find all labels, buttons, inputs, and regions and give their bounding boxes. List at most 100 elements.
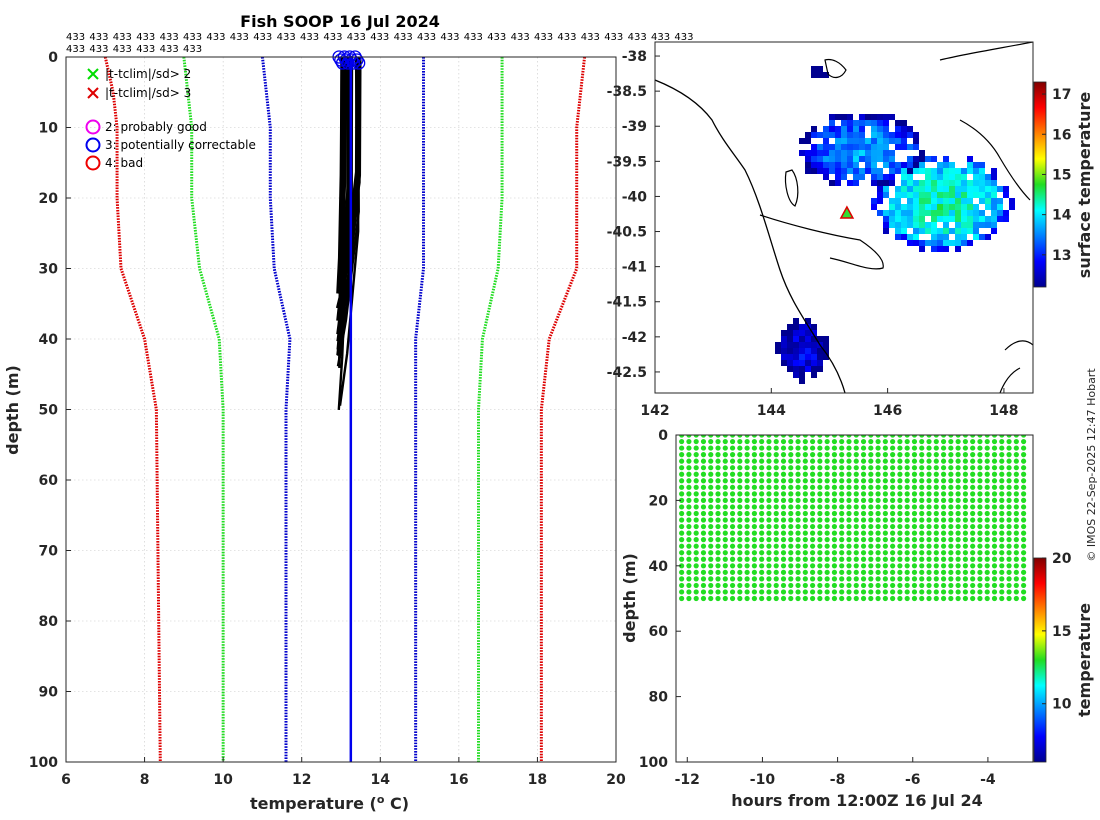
section-point: [853, 504, 859, 510]
sst-pixel: [949, 180, 955, 186]
section-point: [744, 543, 750, 549]
sst-pixel: [823, 162, 829, 168]
section-point: [897, 504, 903, 510]
section-point: [744, 563, 750, 569]
section-point: [933, 550, 939, 556]
section-point: [780, 543, 787, 549]
section-point: [897, 556, 903, 562]
sst-pixel: [913, 210, 919, 216]
section-point: [890, 435, 896, 438]
sst-pixel: [859, 150, 865, 156]
section-point: [824, 576, 830, 582]
sst-pixel: [775, 342, 781, 348]
section-point: [999, 465, 1005, 471]
sst-pixel: [937, 174, 943, 180]
section-point: [962, 484, 968, 490]
section-point: [860, 491, 867, 497]
section-point: [751, 543, 757, 549]
sst-pixel: [817, 168, 823, 174]
section-point: [788, 465, 794, 471]
clim-line-5: [539, 57, 587, 762]
section-point: [875, 465, 881, 471]
section-point: [860, 576, 867, 582]
sst-pixel: [1009, 204, 1015, 210]
section-point: [810, 458, 816, 464]
section-point: [940, 523, 947, 530]
section-point: [766, 563, 772, 569]
sst-pixel: [811, 330, 817, 336]
section-point: [970, 484, 976, 490]
section-point: [766, 484, 772, 490]
section-point: [984, 523, 990, 530]
section-point: [810, 543, 816, 549]
sst-pixel: [949, 240, 955, 246]
sst-pixel: [919, 162, 925, 168]
section-point: [984, 438, 990, 445]
section-point: [948, 458, 954, 464]
section-point: [919, 510, 925, 517]
section-point: [708, 471, 714, 477]
section-point: [977, 523, 983, 530]
section-point: [991, 523, 998, 530]
sst-pixel: [1009, 198, 1015, 204]
section-point: [977, 497, 983, 503]
section-point: [729, 504, 736, 510]
section-point: [715, 478, 721, 484]
count-label: 433: [581, 32, 600, 43]
sst-pixel: [793, 342, 799, 348]
section-point: [802, 576, 808, 582]
section-point: [853, 471, 859, 477]
section-point: [904, 504, 910, 510]
section-point: [824, 484, 830, 490]
section-point: [890, 497, 896, 503]
section-point: [926, 445, 932, 451]
section-point: [722, 452, 728, 458]
section-point: [693, 563, 699, 569]
section-point: [766, 471, 772, 477]
section-point: [773, 445, 779, 451]
sst-pixel: [907, 156, 913, 162]
section-point: [853, 523, 859, 530]
sst-pixel: [835, 132, 841, 138]
section-point: [817, 589, 823, 595]
section-point: [708, 582, 714, 589]
sst-pixel: [937, 180, 943, 186]
section-point: [977, 435, 983, 438]
section-point: [700, 458, 707, 464]
section-point: [824, 491, 830, 497]
section-point: [948, 491, 954, 497]
section-point: [679, 576, 685, 582]
section-point: [708, 523, 714, 530]
section-point: [686, 582, 692, 589]
section-point: [831, 543, 838, 549]
sst-pixel: [991, 222, 997, 228]
sst-pixel: [907, 210, 913, 216]
sst-pixel: [967, 228, 973, 234]
sst-pixel: [817, 144, 823, 150]
section-point: [955, 465, 961, 471]
section-point: [744, 497, 750, 503]
section-point: [933, 438, 939, 445]
sst-pixel: [841, 144, 847, 150]
section-point: [868, 484, 874, 490]
section-point: [897, 530, 903, 536]
section-point: [860, 484, 867, 490]
section-point: [715, 504, 721, 510]
section-point: [722, 497, 728, 503]
section-point: [904, 523, 910, 530]
section-point: [962, 537, 968, 543]
sst-pixel: [847, 162, 853, 168]
section-point: [911, 543, 918, 549]
sst-pixel: [955, 198, 961, 204]
section-point: [991, 563, 998, 569]
section-point: [708, 589, 714, 595]
section-point: [722, 589, 728, 595]
section-point: [795, 543, 801, 549]
sst-pixel: [799, 354, 805, 360]
section-point: [940, 582, 947, 589]
count-label: 433: [440, 32, 459, 43]
section-point: [999, 589, 1005, 595]
sst-pixel: [883, 186, 889, 192]
section-point: [890, 517, 896, 523]
